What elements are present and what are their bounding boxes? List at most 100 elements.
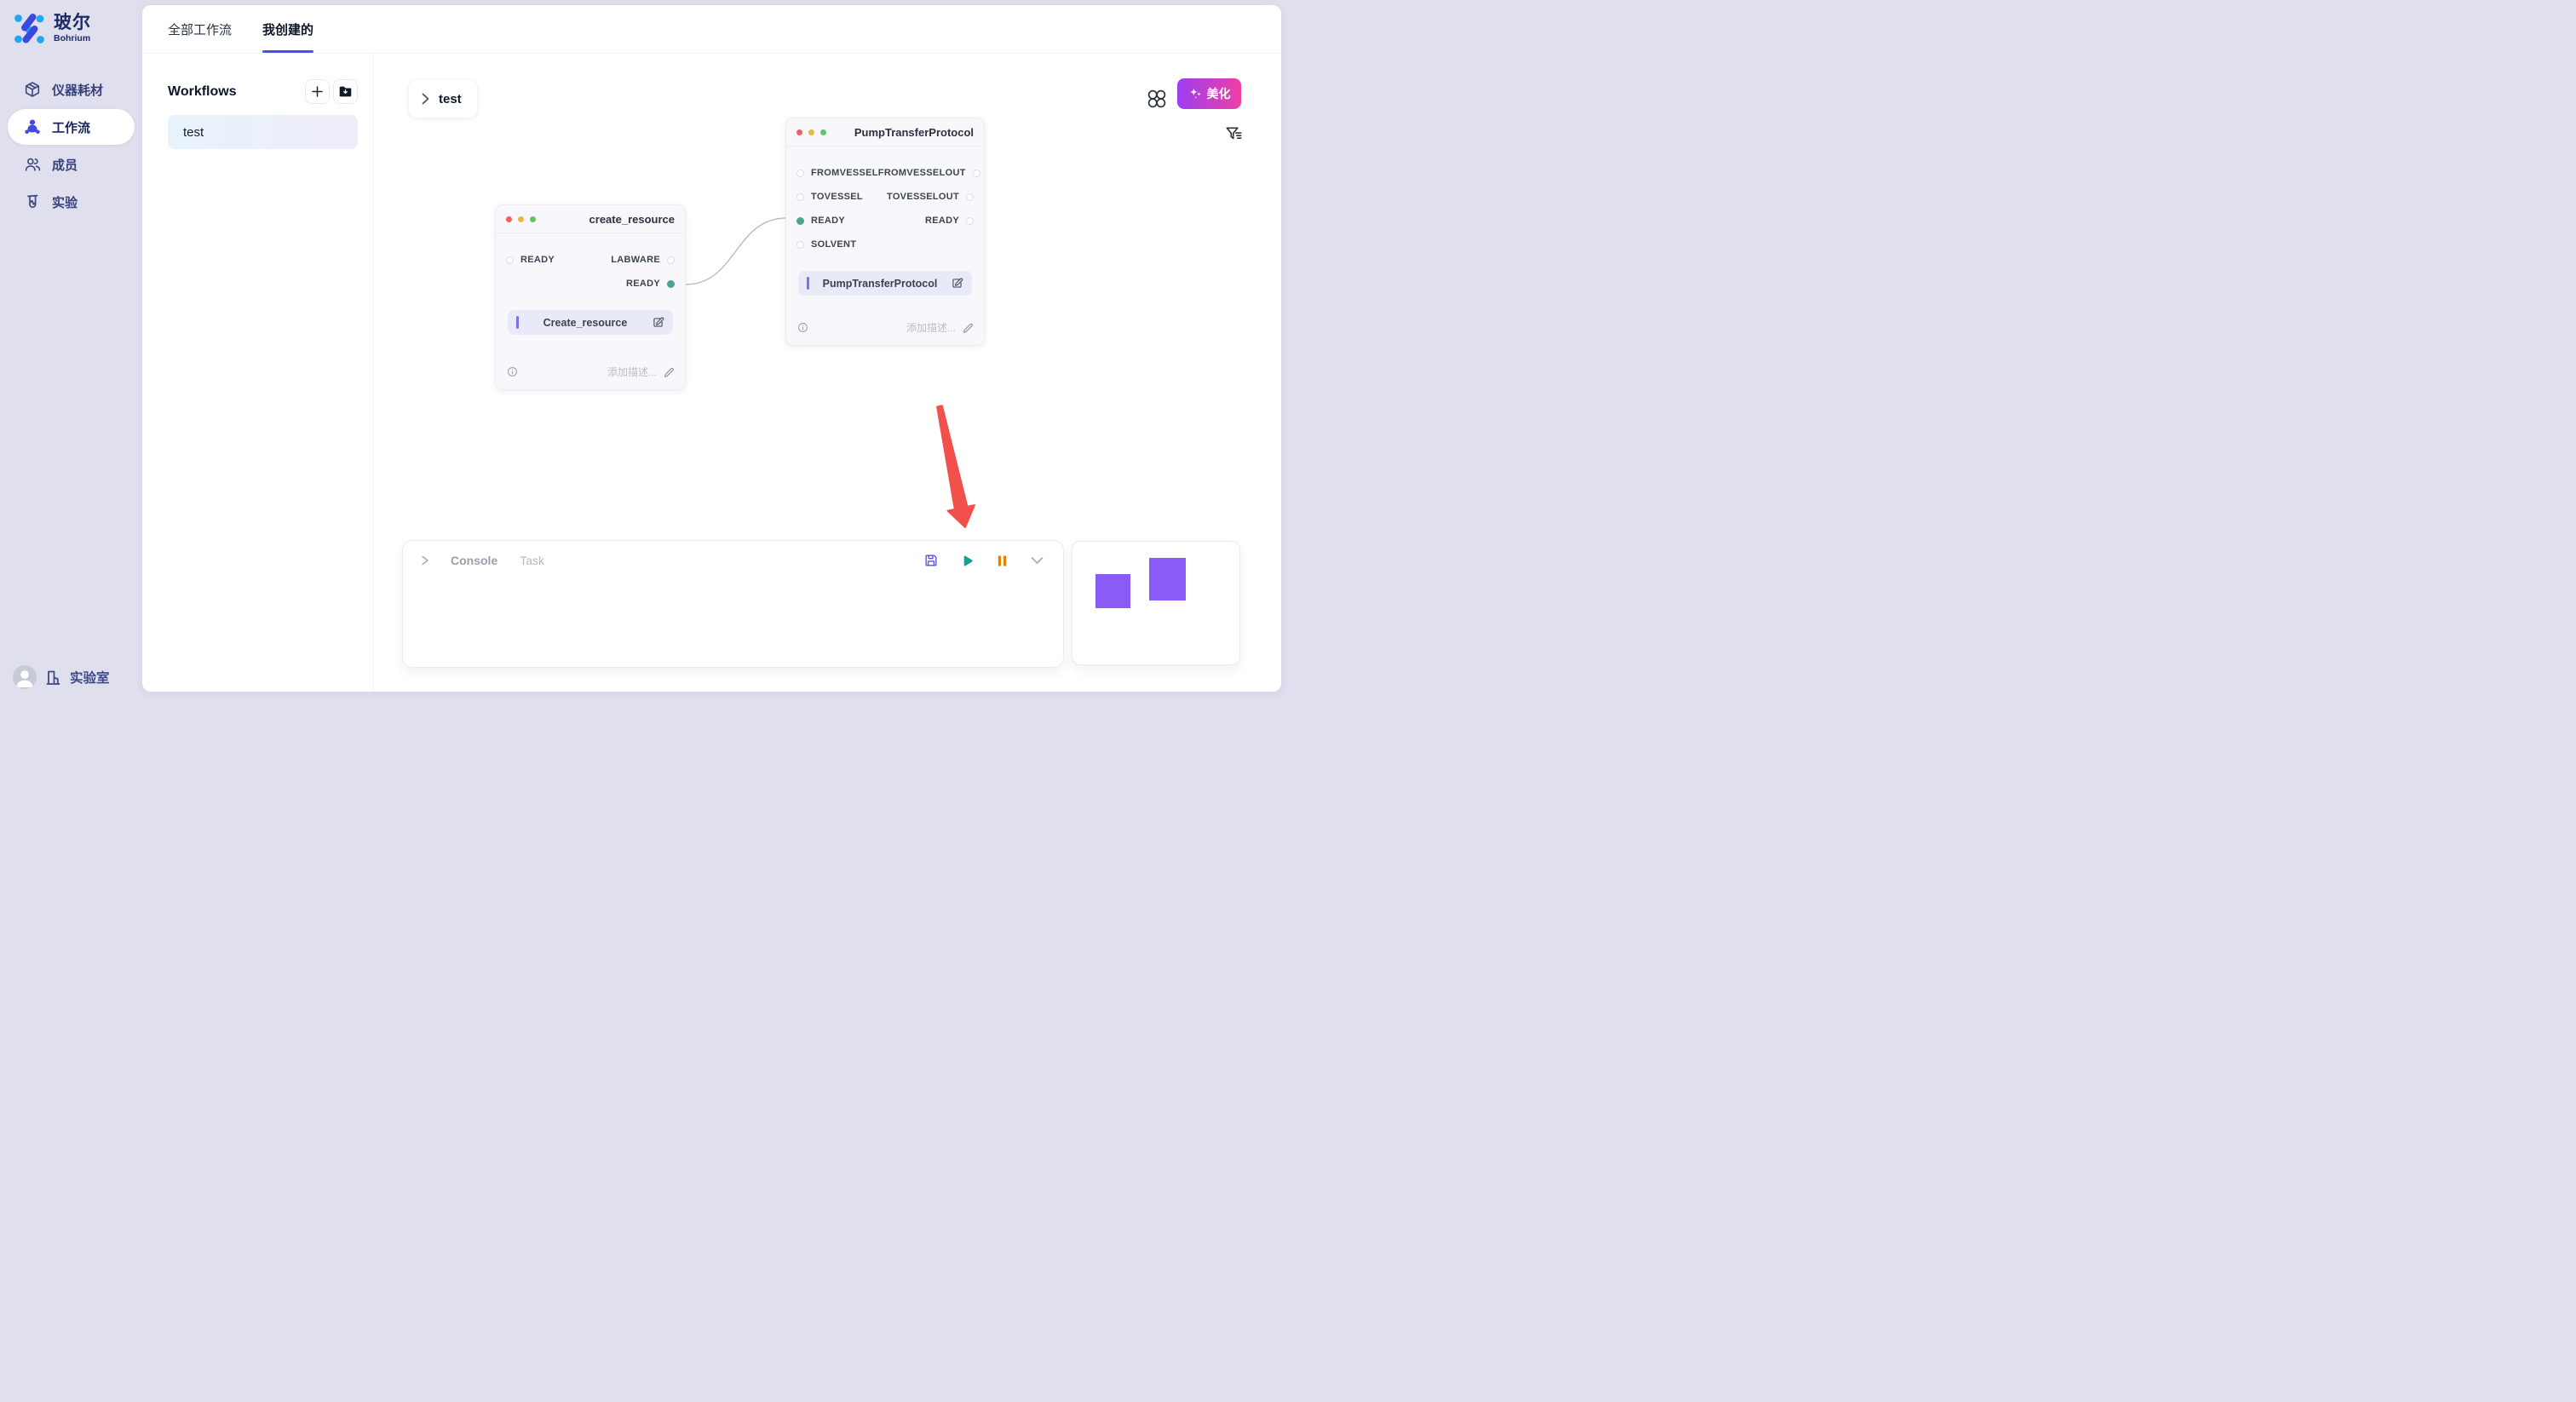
edge-create-resource-to-pump <box>685 217 787 285</box>
description-placeholder: 添加描述... <box>607 366 657 378</box>
brand-logo: 玻尔 Bohrium <box>12 11 91 45</box>
input-port-fromvessel[interactable]: FROMVESSEL <box>796 168 878 178</box>
node-action-pill[interactable]: Create_resource <box>508 310 673 335</box>
output-port-tovesselout[interactable]: TOVESSELOUT <box>887 192 974 202</box>
sparkles-icon <box>1188 87 1202 101</box>
node-action-pill[interactable]: PumpTransferProtocol <box>798 271 972 296</box>
node-title: PumpTransferProtocol <box>854 125 974 139</box>
clover-grid-icon[interactable] <box>1146 88 1168 110</box>
node-title: create_resource <box>589 212 675 226</box>
import-folder-button[interactable] <box>333 79 358 104</box>
minimap-node-create-resource <box>1095 574 1130 608</box>
output-port-ready[interactable]: READY <box>925 215 974 226</box>
beautify-label: 美化 <box>1206 87 1231 101</box>
task-tab[interactable]: Task <box>520 554 545 567</box>
node-pump-transfer-protocol[interactable]: PumpTransferProtocol FROMVESSEL FROMVESS… <box>785 118 985 346</box>
output-port-fromvesselout[interactable]: FROMVESSELOUT <box>878 168 980 178</box>
plus-icon <box>312 86 323 97</box>
tab-label: 我创建的 <box>262 22 314 37</box>
output-port-labware[interactable]: LABWARE <box>611 255 675 265</box>
workflow-canvas[interactable]: test 美化 <box>374 54 1281 692</box>
bohrium-logo-icon <box>12 11 46 45</box>
pill-label: PumpTransferProtocol <box>822 277 938 290</box>
port-circle-icon <box>506 256 514 264</box>
sidebar-item-experiments[interactable]: 实验 <box>8 184 135 220</box>
traffic-dots-icon <box>796 129 826 135</box>
pencil-icon <box>962 322 974 334</box>
brand-name: 玻尔 <box>54 12 91 32</box>
package-icon <box>24 81 41 98</box>
workflow-list-item-test[interactable]: test <box>168 115 358 149</box>
sidebar-item-members[interactable]: 成员 <box>8 147 135 182</box>
tab-label: 全部工作流 <box>168 22 233 37</box>
members-icon <box>24 156 41 173</box>
edit-icon[interactable] <box>951 277 963 290</box>
minimap[interactable] <box>1072 541 1240 665</box>
breadcrumb-label: test <box>439 91 462 106</box>
main-panel: 全部工作流 我创建的 Workflows <box>142 5 1281 692</box>
add-workflow-button[interactable] <box>305 79 330 104</box>
info-icon[interactable] <box>796 321 809 334</box>
workflow-icon <box>24 118 41 135</box>
console-tab[interactable]: Console <box>451 554 498 567</box>
annotation-red-arrow <box>936 405 975 528</box>
brand-subtitle: Bohrium <box>54 33 91 44</box>
input-port-tovessel[interactable]: TOVESSEL <box>796 192 863 202</box>
port-circle-icon <box>966 216 974 225</box>
user-avatar[interactable] <box>13 665 37 689</box>
port-circle-icon <box>796 240 804 249</box>
edit-icon[interactable] <box>652 316 664 329</box>
beautify-button[interactable]: 美化 <box>1177 78 1241 109</box>
tab-all-workflows[interactable]: 全部工作流 <box>168 5 232 53</box>
console-panel: Console Task <box>402 540 1064 668</box>
save-icon[interactable] <box>923 553 939 568</box>
workspace-label[interactable]: 实验室 <box>70 671 110 686</box>
minimap-node-pump-transfer <box>1149 558 1186 600</box>
port-circle-icon <box>796 169 804 177</box>
node-description[interactable]: 添加描述... <box>906 320 974 335</box>
node-description[interactable]: 添加描述... <box>607 365 675 379</box>
expand-chevron-icon[interactable] <box>420 554 430 566</box>
description-placeholder: 添加描述... <box>906 322 956 334</box>
workflow-item-label: test <box>183 124 204 140</box>
workflow-panel-title: Workflows <box>168 83 237 99</box>
port-circle-icon <box>796 192 804 201</box>
port-circle-icon <box>667 256 675 264</box>
output-port-ready[interactable]: READY <box>626 279 675 289</box>
sidebar-item-label: 仪器耗材 <box>52 83 104 98</box>
pause-icon[interactable] <box>996 554 1009 568</box>
sidebar-item-instruments[interactable]: 仪器耗材 <box>8 72 135 107</box>
chevron-right-icon <box>422 93 429 105</box>
pencil-icon <box>663 366 675 378</box>
pill-label: Create_resource <box>543 316 628 329</box>
port-circle-icon <box>972 169 980 177</box>
canvas-breadcrumb[interactable]: test <box>409 80 477 118</box>
port-circle-connected-icon <box>667 279 675 288</box>
sidebar: 玻尔 Bohrium 仪器耗材 <box>0 0 142 701</box>
run-icon[interactable] <box>960 554 975 568</box>
filter-icon[interactable] <box>1224 124 1244 144</box>
folder-download-icon <box>339 86 352 97</box>
sidebar-footer: 实验室 <box>13 665 110 689</box>
sidebar-nav: 仪器耗材 工作流 成员 <box>8 72 135 221</box>
console-output-area <box>403 568 1063 649</box>
sidebar-item-label: 工作流 <box>52 120 91 135</box>
workflow-tabs: 全部工作流 我创建的 <box>142 5 1281 54</box>
sidebar-item-workflows[interactable]: 工作流 <box>8 109 135 145</box>
tab-created-by-me[interactable]: 我创建的 <box>262 5 314 53</box>
building-icon <box>44 669 62 687</box>
workflow-list-panel: Workflows test <box>142 54 374 692</box>
port-circle-icon <box>966 192 974 201</box>
node-header: create_resource <box>496 205 685 233</box>
collapse-chevron-down-icon[interactable] <box>1030 555 1044 566</box>
sidebar-item-label: 实验 <box>52 195 78 210</box>
node-create-resource[interactable]: create_resource READY LABWARE R <box>495 204 686 390</box>
pill-accent-bar <box>516 316 519 329</box>
input-port-solvent[interactable]: SOLVENT <box>796 239 856 250</box>
input-port-ready[interactable]: READY <box>506 255 555 265</box>
info-icon[interactable] <box>506 365 519 378</box>
experiment-icon <box>24 193 41 210</box>
pill-accent-bar <box>807 277 809 290</box>
input-port-ready[interactable]: READY <box>796 215 845 226</box>
node-header: PumpTransferProtocol <box>786 118 984 147</box>
